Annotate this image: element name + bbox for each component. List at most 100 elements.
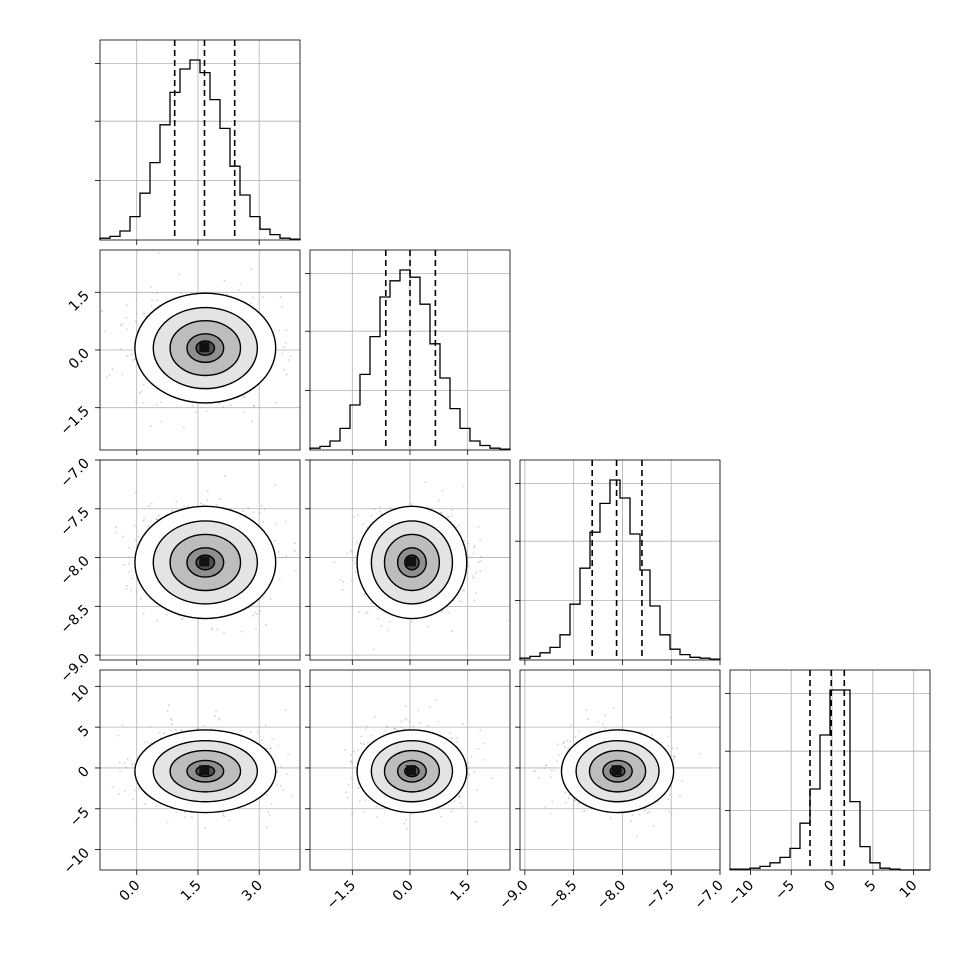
- scatter-point: [283, 368, 286, 371]
- scatter-point: [171, 723, 173, 726]
- scatter-point: [450, 810, 453, 813]
- y-tick-label: −8.0: [57, 553, 92, 588]
- scatter-point: [130, 589, 132, 592]
- scatter-point: [405, 717, 408, 720]
- scatter-point: [670, 813, 673, 816]
- scatter-point: [636, 835, 638, 838]
- scatter-point: [301, 782, 303, 784]
- scatter-point: [463, 540, 466, 542]
- scatter-point: [466, 762, 469, 765]
- scatter-point: [482, 759, 484, 761]
- scatter-point: [551, 800, 554, 803]
- scatter-point: [121, 373, 124, 376]
- scatter-point: [269, 597, 272, 600]
- scatter-point: [170, 719, 173, 722]
- scatter-point: [543, 767, 546, 769]
- scatter-point: [142, 402, 145, 404]
- scatter-point: [346, 796, 349, 799]
- scatter-point: [106, 376, 108, 379]
- scatter-point: [373, 508, 376, 511]
- scatter-point: [250, 420, 253, 423]
- scatter-point: [341, 588, 344, 591]
- density-peak: [199, 765, 210, 776]
- scatter-point: [350, 760, 353, 763]
- scatter-point: [353, 750, 355, 752]
- scatter-point: [468, 773, 471, 776]
- x-tick-label: 1.5: [178, 878, 205, 905]
- scatter-point: [126, 758, 129, 761]
- panel-0-0-frame: [99, 39, 301, 241]
- y-tick-label: −8.5: [57, 602, 92, 637]
- scatter-point: [206, 499, 209, 502]
- scatter-point: [564, 746, 566, 749]
- panel-3-0-y-axis: −10 −5 0 5 10: [61, 682, 100, 877]
- scatter-point: [279, 785, 282, 787]
- scatter-point: [187, 505, 190, 507]
- scatter-point: [250, 302, 253, 304]
- scatter-point: [357, 786, 360, 789]
- scatter-point: [581, 810, 584, 813]
- scatter-point: [597, 720, 600, 723]
- scatter-point: [361, 523, 364, 525]
- scatter-point: [358, 611, 360, 613]
- scatter-point: [131, 763, 133, 765]
- scatter-point: [349, 551, 352, 553]
- scatter-point: [263, 508, 266, 511]
- scatter-point: [651, 734, 653, 736]
- scatter-point: [183, 426, 185, 428]
- scatter-point: [424, 481, 427, 483]
- scatter-point: [143, 312, 146, 315]
- scatter-point: [285, 373, 288, 376]
- panel-2-2-frame-group: [519, 459, 721, 661]
- scatter-point: [477, 526, 480, 528]
- scatter-point: [254, 612, 256, 614]
- scatter-point: [204, 826, 206, 829]
- density-contour-outer: [356, 729, 468, 814]
- scatter-point: [285, 520, 287, 523]
- scatter-point: [426, 724, 429, 727]
- scatter-point: [175, 811, 178, 814]
- scatter-point: [393, 727, 395, 730]
- scatter-point: [126, 304, 128, 307]
- scatter-point: [135, 539, 137, 542]
- scatter-point: [206, 489, 209, 492]
- scatter-point: [366, 611, 369, 614]
- scatter-point: [287, 359, 290, 361]
- panel-2-0-density: [100, 475, 297, 634]
- scatter-point: [363, 593, 366, 596]
- scatter-point: [342, 581, 345, 583]
- scatter-point: [456, 741, 459, 743]
- scatter-point: [450, 737, 453, 740]
- scatter-point: [668, 810, 671, 813]
- scatter-point: [666, 735, 669, 738]
- scatter-point: [158, 514, 160, 517]
- scatter-point: [140, 598, 142, 600]
- scatter-point: [440, 511, 443, 514]
- scatter-point: [349, 760, 352, 763]
- scatter-point: [363, 743, 366, 745]
- scatter-point: [347, 783, 350, 786]
- scatter-point: [140, 390, 143, 393]
- scatter-point: [277, 744, 280, 747]
- panel-3-1-y-ticks: [305, 685, 310, 850]
- scatter-point: [264, 724, 267, 727]
- scatter-point: [285, 329, 288, 331]
- density-peak: [199, 556, 210, 567]
- scatter-point: [242, 510, 245, 513]
- y-tick-label: 5: [75, 723, 93, 741]
- x-tick-label: −1.5: [324, 878, 359, 913]
- scatter-point: [75, 405, 77, 407]
- scatter-point: [137, 535, 140, 538]
- scatter-point: [223, 279, 226, 282]
- scatter-point: [404, 705, 407, 708]
- scatter-point: [428, 706, 431, 709]
- scatter-point: [289, 355, 292, 358]
- scatter-point: [121, 724, 124, 727]
- scatter-point: [350, 754, 352, 756]
- scatter-point: [491, 777, 493, 780]
- scatter-point: [269, 814, 271, 817]
- scatter-point: [119, 770, 121, 772]
- panel-3-0-x-axis: 0.0 1.5 3.0: [117, 870, 266, 905]
- scatter-point: [441, 610, 444, 613]
- scatter-point: [276, 784, 278, 787]
